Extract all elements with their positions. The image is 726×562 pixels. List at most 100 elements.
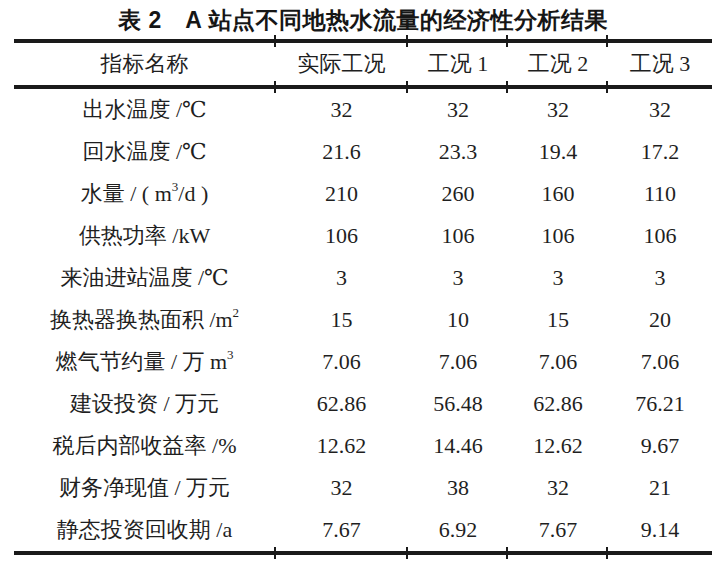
unit-superscript: 3 — [227, 347, 234, 362]
row-label: 税后内部收益率 /% — [14, 435, 275, 457]
value-cell: 32 — [608, 99, 712, 121]
row-label-text: 供热功率 /kW — [79, 223, 210, 248]
row-label: 燃气节约量 / 万 m3 — [14, 351, 275, 373]
row-label-text: 来油进站温度 /℃ — [60, 265, 228, 290]
table-row: 建设投资 / 万元62.8656.4862.8676.21 — [14, 383, 712, 425]
column-header-2: 工况 1 — [408, 53, 508, 75]
row-label: 静态投资回收期 /a — [14, 519, 275, 541]
row-label-text: 回水温度 /℃ — [82, 139, 206, 164]
column-divider-tick — [506, 547, 508, 559]
row-label-text: 建设投资 / 万元 — [70, 391, 219, 416]
row-label-text: 水量 / ( m — [81, 181, 172, 206]
value-cell: 106 — [608, 225, 712, 247]
value-cell: 21.6 — [275, 141, 408, 163]
value-cell: 106 — [275, 225, 408, 247]
value-cell: 3 — [508, 267, 608, 289]
value-cell: 32 — [275, 99, 408, 121]
table-caption: 表 2 A 站点不同地热水流量的经济性分析结果 — [0, 5, 726, 36]
value-cell: 7.67 — [508, 519, 608, 541]
column-divider-tick — [606, 81, 608, 93]
value-cell: 260 — [408, 183, 508, 205]
value-cell: 62.86 — [275, 393, 408, 415]
row-label-text: 换热器换热面积 /m — [50, 307, 233, 332]
value-cell: 12.62 — [508, 435, 608, 457]
column-header-1: 实际工况 — [275, 53, 408, 75]
value-cell: 7.06 — [508, 351, 608, 373]
column-divider-tick — [606, 35, 608, 47]
table-row: 来油进站温度 /℃3333 — [14, 257, 712, 299]
column-divider-tick — [274, 81, 276, 93]
value-cell: 14.46 — [408, 435, 508, 457]
table-row: 静态投资回收期 /a7.676.927.679.14 — [14, 509, 712, 551]
column-divider-tick — [606, 547, 608, 559]
row-label: 来油进站温度 /℃ — [14, 267, 275, 289]
table-row: 回水温度 /℃ 21.623.319.417.2 — [14, 131, 712, 173]
value-cell: 3 — [608, 267, 712, 289]
table-row: 财务净现值 / 万元32383221 — [14, 467, 712, 509]
economic-analysis-table: 指标名称实际工况工况 1工况 2工况 3 出水温度 /℃32323232回水温度… — [14, 39, 712, 555]
value-cell: 15 — [508, 309, 608, 331]
value-cell: 106 — [408, 225, 508, 247]
value-cell: 3 — [408, 267, 508, 289]
column-header-0: 指标名称 — [14, 53, 275, 75]
value-cell: 62.86 — [508, 393, 608, 415]
table-row: 供热功率 /kW106106106106 — [14, 215, 712, 257]
row-label-text: 燃气节约量 / 万 m — [55, 349, 227, 374]
value-cell: 9.14 — [608, 519, 712, 541]
value-cell: 160 — [508, 183, 608, 205]
row-label: 供热功率 /kW — [14, 225, 275, 247]
value-cell: 110 — [608, 183, 712, 205]
column-divider-tick — [506, 35, 508, 47]
row-label: 回水温度 /℃ — [14, 141, 275, 163]
row-label-text: 静态投资回收期 /a — [57, 517, 232, 542]
top-rule — [14, 39, 712, 43]
value-cell: 56.48 — [408, 393, 508, 415]
value-cell: 210 — [275, 183, 408, 205]
row-label: 财务净现值 / 万元 — [14, 477, 275, 499]
value-cell: 38 — [408, 477, 508, 499]
value-cell: 6.92 — [408, 519, 508, 541]
column-header-3: 工况 2 — [508, 53, 608, 75]
value-cell: 23.3 — [408, 141, 508, 163]
value-cell: 32 — [508, 477, 608, 499]
column-divider-tick — [406, 547, 408, 559]
value-cell: 76.21 — [608, 393, 712, 415]
value-cell: 10 — [408, 309, 508, 331]
row-label: 建设投资 / 万元 — [14, 393, 275, 415]
table-row: 水量 / ( m3/d )210260160110 — [14, 173, 712, 215]
table-row: 换热器换热面积 /m215101520 — [14, 299, 712, 341]
value-cell: 19.4 — [508, 141, 608, 163]
value-cell: 32 — [508, 99, 608, 121]
value-cell: 3 — [275, 267, 408, 289]
row-label-text: 税后内部收益率 /% — [53, 433, 237, 458]
value-cell: 17.2 — [608, 141, 712, 163]
row-label: 换热器换热面积 /m2 — [14, 309, 275, 331]
value-cell: 32 — [408, 99, 508, 121]
value-cell: 21 — [608, 477, 712, 499]
row-label-text: /d ) — [178, 181, 208, 206]
value-cell: 7.06 — [408, 351, 508, 373]
column-header-4: 工况 3 — [608, 53, 712, 75]
row-label-text: 出水温度 /℃ — [82, 97, 206, 122]
value-cell: 7.06 — [608, 351, 712, 373]
column-divider-tick — [406, 81, 408, 93]
column-divider-tick — [274, 547, 276, 559]
column-divider-tick — [406, 35, 408, 47]
unit-superscript: 3 — [172, 179, 179, 194]
value-cell: 32 — [275, 477, 408, 499]
value-cell: 7.06 — [275, 351, 408, 373]
header-rule — [14, 85, 712, 89]
value-cell: 20 — [608, 309, 712, 331]
value-cell: 7.67 — [275, 519, 408, 541]
bottom-rule — [14, 551, 712, 555]
value-cell: 106 — [508, 225, 608, 247]
table-row: 出水温度 /℃32323232 — [14, 89, 712, 131]
column-divider-tick — [506, 81, 508, 93]
row-label: 水量 / ( m3/d ) — [14, 183, 275, 205]
column-divider-tick — [274, 35, 276, 47]
table-row: 税后内部收益率 /%12.6214.4612.629.67 — [14, 425, 712, 467]
table-row: 燃气节约量 / 万 m37.067.067.067.06 — [14, 341, 712, 383]
scanned-paper-page: 表 2 A 站点不同地热水流量的经济性分析结果 指标名称实际工况工况 1工况 2… — [0, 0, 726, 562]
value-cell: 15 — [275, 309, 408, 331]
value-cell: 12.62 — [275, 435, 408, 457]
